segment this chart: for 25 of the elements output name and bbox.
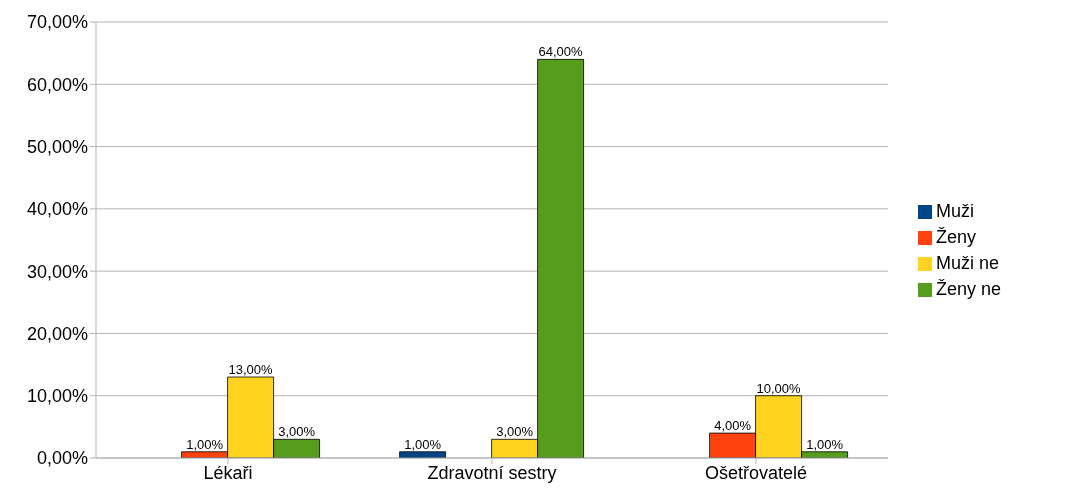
- data-label: 13,00%: [228, 362, 274, 378]
- y-tick-label: 70,00%: [26, 12, 88, 33]
- legend-label: Muži ne: [936, 253, 1000, 273]
- x-tick-label: Zdravotní sestry: [427, 462, 557, 483]
- data-label: 10,00%: [756, 380, 802, 396]
- y-tick-label: 20,00%: [26, 323, 88, 344]
- x-tick-label: Ošetřovatelé: [704, 462, 808, 483]
- legend-label: Muži: [936, 201, 975, 221]
- y-tick-label: 60,00%: [26, 74, 88, 95]
- x-tick-label: Lékaři: [203, 462, 253, 483]
- data-label: 64,00%: [538, 44, 584, 60]
- y-tick-label: 40,00%: [26, 199, 88, 220]
- data-label: 1,00%: [404, 436, 442, 452]
- data-label: 3,00%: [496, 424, 534, 440]
- y-tick-label: 30,00%: [26, 261, 88, 282]
- data-label: 3,00%: [278, 424, 316, 440]
- data-label: 4,00%: [714, 418, 752, 434]
- y-tick-label: 10,00%: [26, 386, 88, 407]
- legend-label: Ženy: [936, 227, 977, 247]
- y-tick-label: 50,00%: [26, 136, 88, 157]
- legend-label: Ženy ne: [936, 279, 1002, 299]
- data-label: 1,00%: [186, 436, 224, 452]
- data-label: 1,00%: [806, 436, 844, 452]
- bar: [399, 451, 446, 458]
- y-tick-label: 0,00%: [36, 448, 88, 469]
